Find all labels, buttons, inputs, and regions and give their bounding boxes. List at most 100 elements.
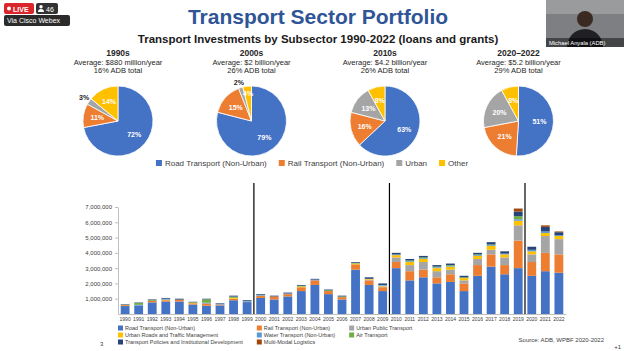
bar	[283, 293, 292, 294]
bar	[527, 246, 536, 247]
legend-swatch	[439, 160, 445, 166]
bar	[554, 232, 563, 235]
decade-separator	[253, 183, 254, 314]
bar	[229, 299, 238, 301]
bar	[351, 262, 360, 263]
bar	[378, 291, 387, 314]
slide-subtitle: Transport Investments by Subsector 1990-…	[138, 33, 499, 45]
y-tick-label: 2,000,000	[85, 281, 112, 287]
pie-chart: 2010sAverage: $4.2 billion/year26% ADB t…	[343, 48, 428, 156]
bar	[541, 236, 550, 253]
bar	[216, 304, 225, 305]
bar	[487, 245, 496, 247]
bar	[283, 293, 292, 295]
x-tick: 2006	[336, 316, 347, 322]
bar	[270, 295, 279, 296]
y-tick-mark	[115, 283, 118, 284]
x-tick-label: 2004	[309, 316, 320, 322]
x-tick-label: 2005	[323, 316, 334, 322]
bar	[432, 268, 441, 271]
bar	[446, 282, 455, 314]
x-tick: 2009	[377, 316, 388, 322]
bar	[121, 304, 130, 305]
bar	[297, 284, 306, 285]
bar	[392, 262, 401, 268]
webex-overlay: LIVE46Via Cisco Webex+1	[4, 3, 622, 350]
y-tick-label: 6,000,000	[85, 220, 112, 226]
bar	[270, 299, 279, 314]
bar	[188, 302, 197, 304]
bar	[188, 303, 197, 304]
bar	[134, 303, 143, 305]
x-tick: 1997	[214, 316, 225, 322]
x-tick: 2022	[553, 316, 564, 322]
bar	[500, 257, 509, 265]
y-tick-mark	[115, 238, 118, 239]
bar	[500, 265, 509, 274]
x-tick-label: 2003	[296, 316, 307, 322]
bar	[446, 270, 455, 275]
bar	[514, 241, 523, 269]
bar	[134, 305, 143, 306]
bar	[500, 274, 509, 314]
x-tick: 2014	[445, 316, 456, 322]
x-tick: 2019	[513, 316, 524, 322]
viewer-icon-body	[38, 9, 44, 12]
bar	[175, 299, 184, 300]
bar	[148, 302, 157, 314]
bar	[351, 263, 360, 265]
legend-swatch	[156, 160, 162, 166]
x-tick: 2016	[472, 316, 483, 322]
x-tick: 2002	[282, 316, 293, 322]
pie-slices	[217, 86, 287, 156]
pie-slices	[484, 86, 554, 156]
bar	[270, 296, 279, 297]
x-tick-label: 2007	[350, 316, 361, 322]
pie-data-label: 72%	[127, 131, 142, 138]
bar	[473, 252, 482, 253]
x-tick-label: 1999	[242, 316, 253, 322]
legend-swatch	[257, 333, 262, 338]
bar	[324, 289, 333, 291]
viewer-badge	[36, 3, 58, 14]
legend-item: Transport Policies and Institutional Dev…	[118, 339, 243, 345]
bar	[392, 253, 401, 255]
bar	[487, 246, 496, 250]
bar	[310, 280, 319, 285]
x-tick-label: 1992	[147, 316, 158, 322]
speaker-head	[577, 11, 593, 27]
bar	[148, 300, 157, 301]
legend-label: Rail Transport (Non-Urban)	[264, 325, 330, 331]
bar	[148, 299, 157, 301]
bar	[514, 216, 523, 219]
bar	[446, 265, 455, 267]
pie-title: 2010s	[373, 48, 397, 58]
legend-label: Urban Roads and Traffic Management	[125, 332, 219, 338]
live-badge	[4, 3, 34, 14]
bar	[243, 301, 252, 303]
x-tick-label: 1993	[160, 316, 171, 322]
x-tick: 1991	[133, 316, 144, 322]
bar	[527, 254, 536, 262]
bar	[432, 267, 441, 269]
bar	[405, 258, 414, 259]
bar	[514, 225, 523, 240]
bar	[378, 287, 387, 291]
bar	[324, 291, 333, 294]
bar	[297, 291, 306, 314]
bar	[216, 303, 225, 305]
bar	[527, 250, 536, 252]
bar	[432, 265, 441, 266]
x-tick-label: 1990	[120, 316, 131, 322]
bar	[310, 279, 319, 280]
bar	[229, 295, 238, 296]
bar	[527, 247, 536, 250]
bar	[338, 297, 347, 298]
bar	[243, 300, 252, 302]
name-bar	[546, 38, 624, 47]
bar	[121, 306, 130, 314]
bar	[283, 292, 292, 294]
bar	[134, 302, 143, 303]
y-tick-mark	[115, 253, 118, 254]
bar	[161, 301, 170, 314]
